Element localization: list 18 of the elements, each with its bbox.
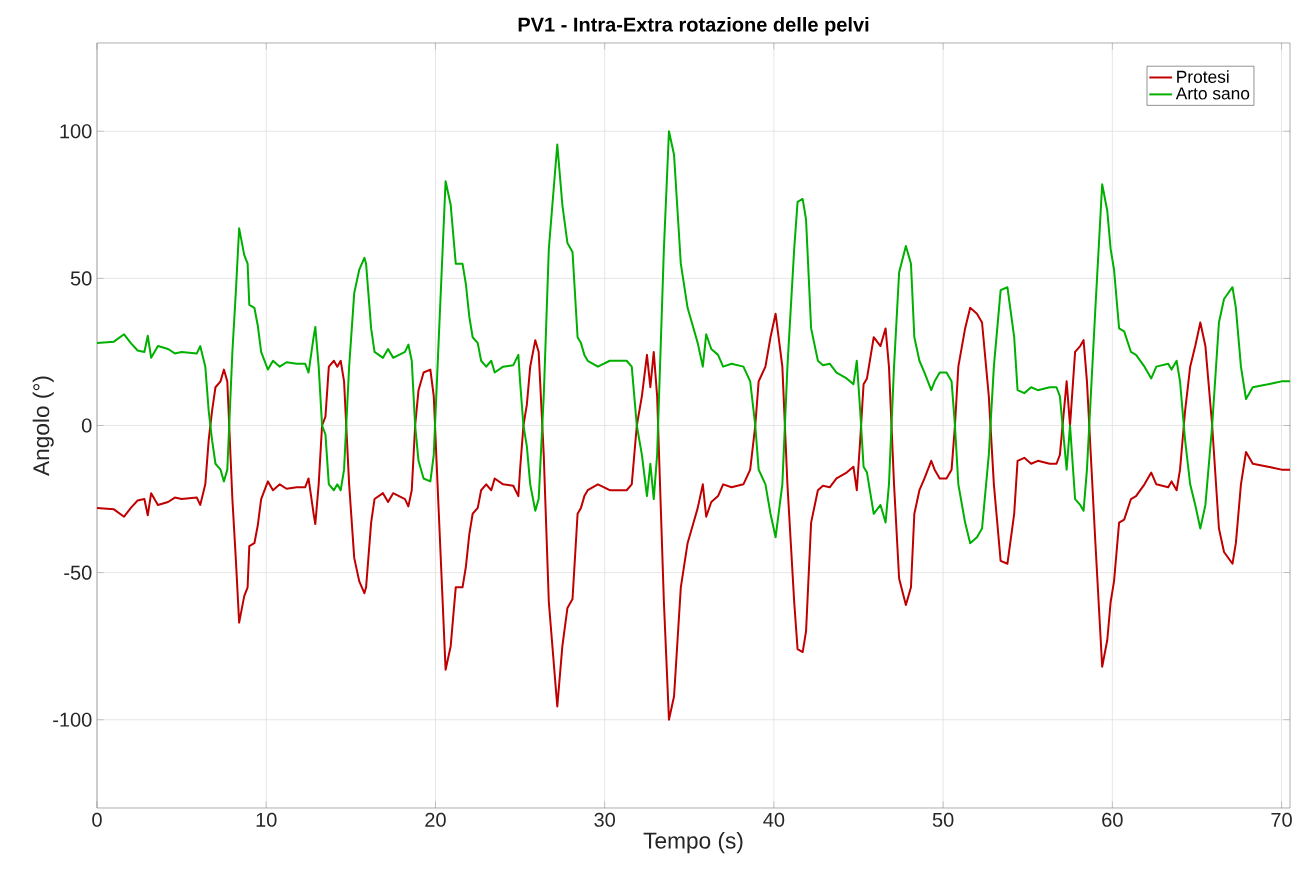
chart-title: PV1 - Intra-Extra rotazione delle pelvi bbox=[518, 16, 869, 36]
x-tick-label: 30 bbox=[594, 812, 615, 827]
legend-label: Arto sano bbox=[1175, 87, 1250, 100]
y-tick-label: 100 bbox=[60, 124, 92, 139]
y-tick-label: -100 bbox=[53, 712, 92, 727]
x-tick-label: 60 bbox=[1102, 812, 1123, 827]
x-tick-label: 40 bbox=[763, 812, 785, 827]
y-tick-label: 0 bbox=[81, 418, 92, 433]
y-tick-label: 50 bbox=[70, 271, 92, 286]
legend-label: Protesi bbox=[1177, 70, 1229, 83]
x-tick-label: 50 bbox=[932, 812, 954, 827]
x-tick-label: 70 bbox=[1271, 812, 1292, 827]
y-tick-label: -50 bbox=[64, 565, 92, 580]
x-tick-label: 20 bbox=[425, 812, 446, 827]
x-tick-label: 0 bbox=[92, 812, 102, 827]
x-tick-label: 10 bbox=[256, 812, 277, 827]
x-axis-title: Tempo (s) bbox=[643, 832, 743, 854]
y-axis-title: Angolo (°) bbox=[32, 376, 54, 476]
